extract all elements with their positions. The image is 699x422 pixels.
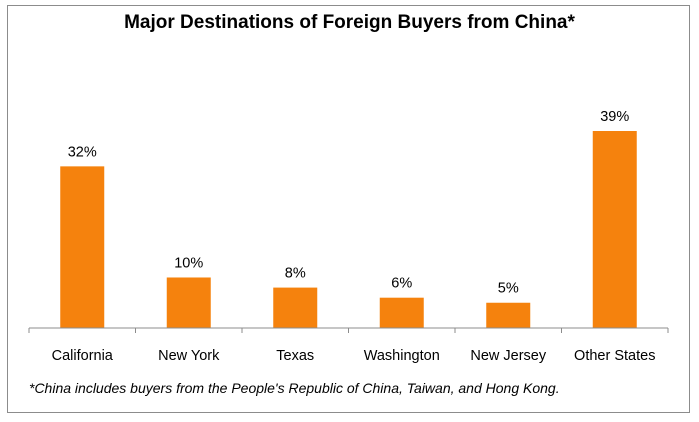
value-label: 10% — [174, 255, 203, 271]
category-labels-group: California New York Texas Washington New Jer… — [52, 348, 656, 364]
category-label: Other States — [574, 348, 655, 364]
category-label: Texas — [276, 348, 314, 364]
footnote: *China includes buyers from the People's… — [29, 380, 560, 396]
chart-title: Major Destinations of Foreign Buyers fro… — [124, 12, 575, 33]
x-axis-ticks — [28, 328, 669, 333]
bar-washington — [379, 297, 424, 328]
bar-california — [60, 166, 105, 328]
value-label: 8% — [285, 266, 306, 282]
value-labels-group: 32% 10% 8% 6% 5% 39% — [68, 109, 630, 297]
bars-group — [60, 131, 637, 328]
value-label: 6% — [391, 276, 412, 292]
category-label: New York — [158, 348, 220, 364]
value-label: 32% — [68, 144, 97, 160]
bar-texas — [273, 287, 318, 328]
bar-new-jersey — [486, 302, 531, 328]
category-label: New Jersey — [470, 348, 546, 364]
category-label: Washington — [364, 348, 440, 364]
bar-new-york — [166, 277, 211, 328]
bar-other-states — [592, 131, 637, 328]
value-label: 39% — [600, 109, 629, 125]
value-label: 5% — [498, 281, 519, 297]
chart-frame — [7, 5, 690, 413]
category-label: California — [52, 348, 114, 364]
